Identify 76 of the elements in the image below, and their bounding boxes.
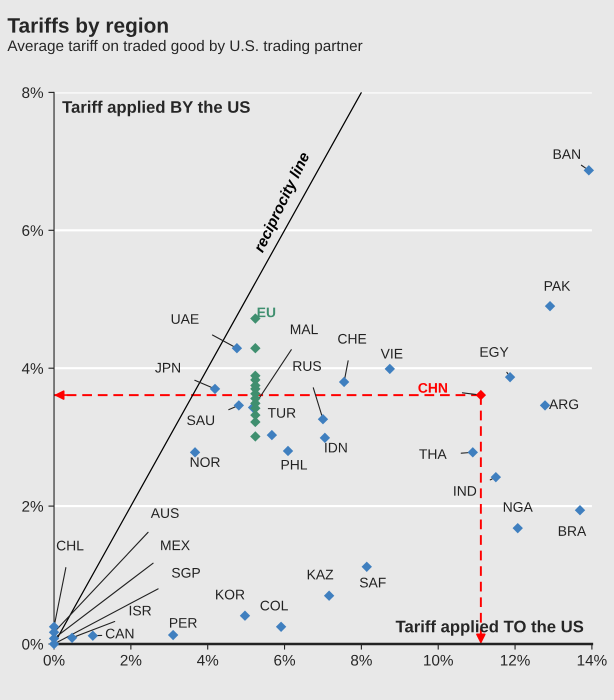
point — [210, 384, 220, 394]
y-tick-label: 2% — [22, 500, 44, 512]
x-tick-label: 0% — [44, 654, 65, 666]
annotation: IND — [454, 486, 476, 496]
y-tick-label: 8% — [22, 87, 44, 98]
annotation: CAN — [106, 628, 134, 638]
point — [282, 446, 294, 456]
annotation: THA — [419, 449, 447, 459]
point — [190, 447, 200, 458]
annotation: UAE — [172, 314, 199, 324]
annotation: TUR — [268, 408, 296, 418]
point — [234, 400, 244, 411]
annotation: NOR — [190, 457, 220, 468]
point — [324, 590, 334, 601]
y-tick-label: 6% — [22, 225, 44, 236]
point — [544, 300, 556, 312]
x-tick-label: 12% — [500, 654, 530, 666]
point — [88, 630, 98, 641]
point — [362, 562, 372, 572]
point — [240, 610, 250, 621]
chart-title: Tariffs by region — [8, 18, 168, 38]
point — [320, 432, 330, 444]
x-tick-label: 10% — [424, 654, 453, 666]
annotation: CHE — [338, 334, 366, 344]
point — [338, 376, 350, 388]
annotation: JPN — [155, 362, 180, 373]
x-tick-label: 8% — [351, 654, 372, 666]
point — [66, 632, 78, 643]
x-tick-label: 2% — [120, 654, 142, 666]
point — [276, 622, 286, 632]
annotation: BAN — [554, 149, 580, 159]
point — [468, 447, 478, 458]
point — [250, 431, 261, 442]
annotation: KAZ — [308, 570, 334, 580]
annotation: ISR — [130, 606, 152, 616]
annotation: CHL — [56, 540, 84, 550]
annotation: SAU — [187, 415, 214, 426]
annotation: SAF — [360, 578, 386, 588]
point — [250, 343, 261, 354]
point — [384, 364, 396, 374]
annotation: AUS — [150, 508, 179, 518]
point — [574, 505, 586, 516]
annotation: MAL — [290, 324, 318, 334]
annotation: ARG — [549, 399, 578, 410]
annotation: COL — [260, 600, 288, 610]
annotation: PHL — [282, 460, 308, 470]
annotation: EGY — [480, 347, 508, 357]
point — [476, 390, 486, 400]
annotation: MEX — [161, 540, 190, 550]
x-tick-label: 4% — [197, 654, 218, 666]
y-axis-title: Tariff applied BY the US — [62, 100, 250, 116]
point — [584, 165, 594, 176]
point — [266, 430, 278, 440]
annotation: IDN — [325, 442, 347, 452]
text: CHN — [418, 382, 447, 393]
point — [490, 472, 502, 482]
x-axis-title: Tariff applied TO the US — [396, 620, 584, 636]
chart-subtitle: Average tariff on traded good by U.S. trading partner — [7, 40, 362, 54]
point — [512, 522, 523, 534]
annotation: NGA — [504, 502, 533, 512]
point — [168, 630, 178, 640]
y-tick-label: 0% — [22, 638, 44, 650]
point — [318, 414, 328, 424]
annotation: VIE — [380, 348, 402, 358]
point — [504, 372, 516, 382]
x-tick-label: 6% — [274, 654, 296, 666]
annotation: SGP — [172, 568, 200, 578]
series-label: EU — [258, 308, 276, 318]
annotation: KOR — [216, 590, 244, 600]
annotation: PAK — [544, 281, 570, 291]
point — [232, 343, 242, 354]
y-tick-label: 4% — [22, 363, 44, 374]
annotation: BRA — [558, 526, 586, 536]
annotation: RUS — [293, 361, 321, 371]
annotation: PER — [170, 618, 197, 628]
x-tick-label: 14% — [578, 654, 607, 666]
